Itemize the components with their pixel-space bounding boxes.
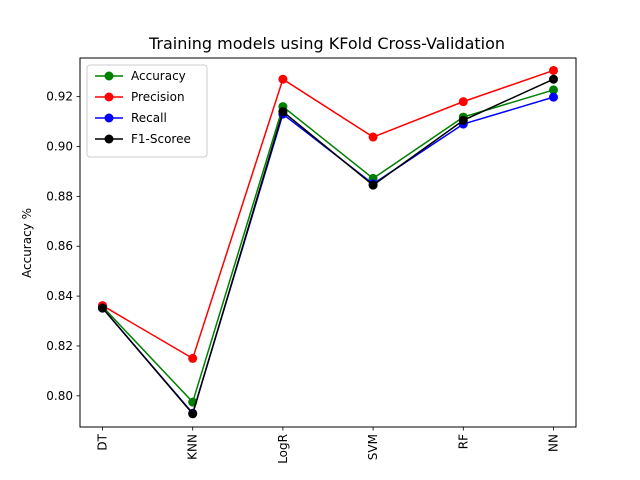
legend-label: Accuracy xyxy=(131,69,186,83)
data-point-precision xyxy=(278,74,288,84)
data-point-f1-scoree xyxy=(278,107,288,117)
data-point-accuracy xyxy=(549,85,558,95)
x-tick-label: SVM xyxy=(366,434,380,460)
series-line-precision xyxy=(102,69,554,360)
x-tick-label: LogR xyxy=(276,434,290,464)
series-line-f1-scoree xyxy=(101,78,554,416)
series-f1-scoree xyxy=(98,74,558,419)
data-point-precision xyxy=(368,132,378,142)
legend-item-precision: Precision xyxy=(95,90,185,104)
data-point-precision xyxy=(458,97,468,107)
data-point-f1-scoree xyxy=(188,409,198,419)
series-layer xyxy=(98,65,558,419)
legend-marker xyxy=(104,92,114,102)
x-tick-label: DT xyxy=(96,433,110,450)
chart-title: Training models using KFold Cross-Valida… xyxy=(148,34,505,53)
y-tick-label: 0.84 xyxy=(46,289,73,303)
data-point-recall xyxy=(549,92,558,102)
data-point-precision xyxy=(188,353,198,363)
x-tick-label: RF xyxy=(456,434,470,449)
y-axis-label: Accuracy % xyxy=(20,208,34,278)
legend-marker xyxy=(104,71,114,81)
data-point-f1-scoree xyxy=(549,74,558,84)
y-tick-label: 0.88 xyxy=(46,189,73,203)
data-point-f1-scoree xyxy=(98,303,107,313)
legend-item-f1-scoree: F1-Scoree xyxy=(95,132,191,146)
data-point-precision xyxy=(549,65,558,75)
legend-label: Recall xyxy=(131,111,167,125)
series-line-accuracy xyxy=(101,89,554,404)
legend-marker xyxy=(104,113,114,123)
x-tick-label: KNN xyxy=(186,434,200,460)
legend-item-recall: Recall xyxy=(95,111,167,125)
legend-box xyxy=(86,64,208,158)
x-tick-label: NN xyxy=(547,434,561,452)
y-tick-label: 0.82 xyxy=(46,339,73,353)
y-tick-label: 0.92 xyxy=(46,90,73,104)
y-tick-label: 0.80 xyxy=(46,389,73,403)
y-tick-label: 0.86 xyxy=(46,239,73,253)
legend-label: Precision xyxy=(131,90,185,104)
y-axis-ticks: 0.80 0.82 0.84 0.86 0.88 0.90 0.92 xyxy=(46,90,80,403)
legend: Accuracy Precision Recall F1-Scoree xyxy=(86,64,208,158)
legend-label: F1-Scoree xyxy=(131,132,191,146)
x-axis-ticks: DT KNN LogR SVM RF NN xyxy=(96,427,561,464)
legend-item-accuracy: Accuracy xyxy=(95,69,186,83)
plot-frame xyxy=(79,57,577,428)
y-tick-label: 0.90 xyxy=(46,140,73,154)
data-point-f1-scoree xyxy=(368,180,378,190)
data-point-f1-scoree xyxy=(458,115,468,125)
legend-marker xyxy=(104,134,114,144)
